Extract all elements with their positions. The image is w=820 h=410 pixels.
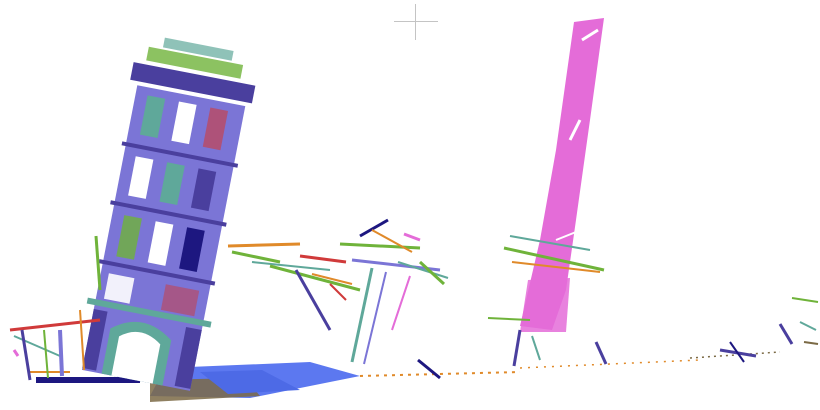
crosshair-vertical <box>415 4 416 40</box>
left-edge-points <box>9 235 102 381</box>
crosshair-horizontal <box>394 21 438 22</box>
ground-plane <box>28 351 781 402</box>
tree-points <box>227 218 449 380</box>
right-edge-points <box>719 297 819 363</box>
tall-structure-points <box>487 18 608 367</box>
crosshair-cursor <box>394 4 438 40</box>
leaning-building-points <box>81 37 256 391</box>
